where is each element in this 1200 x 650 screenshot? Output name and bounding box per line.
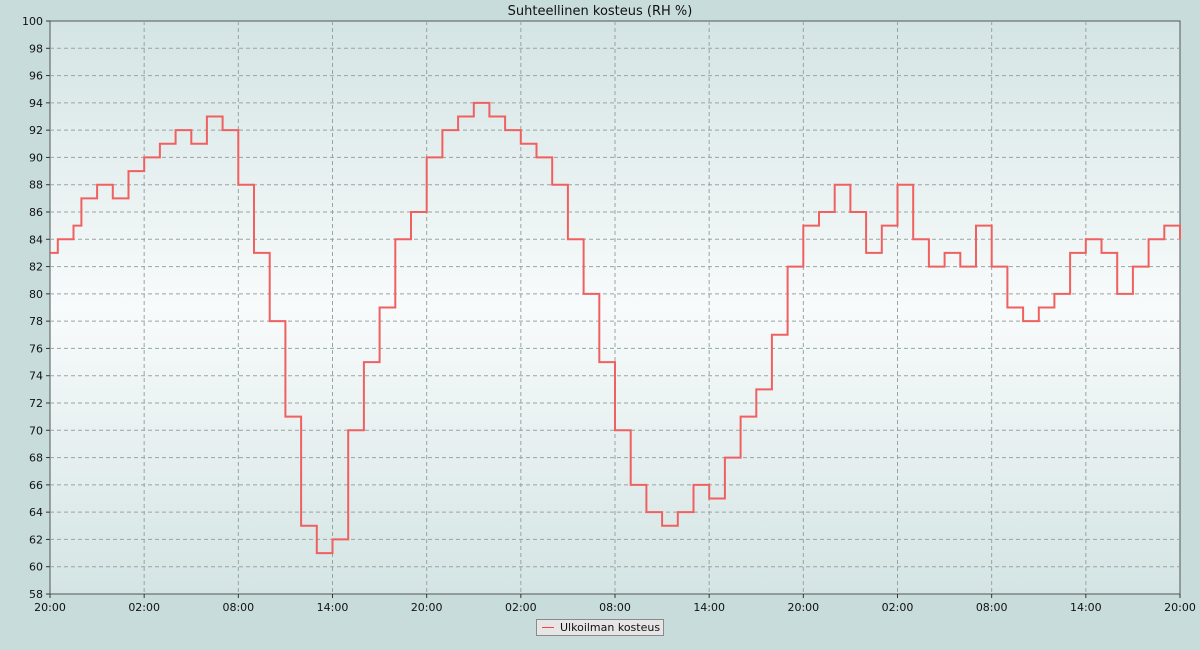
series-line [50, 101, 1181, 555]
y-tick-label: 90 [29, 151, 43, 164]
y-tick-label: 72 [29, 397, 43, 410]
legend-swatch [542, 627, 554, 628]
x-tick-label: 02:00 [128, 601, 160, 614]
y-tick-label: 66 [29, 479, 43, 492]
x-tick-label: 20:00 [1164, 601, 1196, 614]
y-tick-label: 68 [29, 452, 43, 465]
y-tick-label: 62 [29, 533, 43, 546]
x-tick-label: 14:00 [693, 601, 725, 614]
x-tick-label: 20:00 [411, 601, 443, 614]
x-tick-label: 20:00 [34, 601, 66, 614]
axis-layer: 58 60 62 64 66 68 70 72 74 76 78 80 82 84 86 88 90 92 94 96… [22, 15, 1196, 614]
x-tick-label: 02:00 [882, 601, 914, 614]
legend: Ulkoilman kosteus [536, 619, 664, 636]
x-tick-label: 02:00 [505, 601, 537, 614]
chart-title: Suhteellinen kosteus (RH %) [508, 4, 693, 19]
x-tick-label: 14:00 [317, 601, 349, 614]
legend-label: Ulkoilman kosteus [560, 621, 661, 634]
y-tick-label: 92 [29, 124, 43, 137]
y-tick-label: 82 [29, 261, 43, 274]
y-tick-label: 58 [29, 588, 43, 601]
y-tick-label: 78 [29, 315, 43, 328]
series-layer [50, 101, 1181, 555]
x-tick-label: 14:00 [1070, 601, 1102, 614]
y-tick-label: 60 [29, 561, 43, 574]
grid-layer [50, 21, 1180, 594]
y-tick-label: 100 [22, 15, 43, 28]
y-tick-label: 80 [29, 288, 43, 301]
y-tick-label: 64 [29, 506, 43, 519]
y-tick-label: 88 [29, 179, 43, 192]
y-tick-label: 96 [29, 70, 43, 83]
y-tick-label: 74 [29, 370, 43, 383]
x-tick-label: 08:00 [976, 601, 1008, 614]
x-tick-label: 08:00 [599, 601, 631, 614]
y-tick-label: 94 [29, 97, 43, 110]
y-tick-label: 86 [29, 206, 43, 219]
y-tick-label: 84 [29, 233, 43, 246]
y-tick-label: 98 [29, 42, 43, 55]
y-tick-label: 76 [29, 342, 43, 355]
x-tick-label: 20:00 [787, 601, 819, 614]
x-tick-label: 08:00 [222, 601, 254, 614]
y-tick-label: 70 [29, 424, 43, 437]
